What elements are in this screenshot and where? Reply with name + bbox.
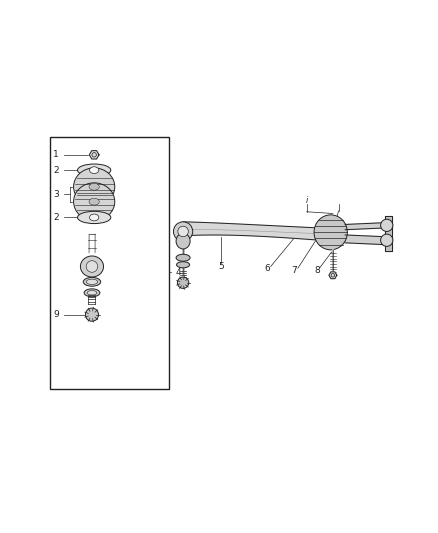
Ellipse shape [178,226,188,237]
Ellipse shape [89,214,99,221]
Ellipse shape [89,167,99,174]
Text: 5: 5 [218,262,224,271]
Ellipse shape [87,290,97,295]
Text: 2: 2 [53,166,59,175]
Ellipse shape [314,215,347,250]
Circle shape [85,308,99,321]
Polygon shape [385,216,392,251]
Circle shape [381,234,393,246]
Polygon shape [345,235,385,245]
Text: 8: 8 [314,266,321,275]
Bar [50,138,169,389]
Ellipse shape [78,164,111,176]
Ellipse shape [89,198,99,205]
Text: 9: 9 [53,310,59,319]
Text: 1: 1 [53,150,59,159]
Text: 4: 4 [175,268,181,277]
Ellipse shape [176,233,190,249]
Ellipse shape [173,222,193,241]
Circle shape [381,219,393,231]
Ellipse shape [83,278,101,286]
Text: 3: 3 [53,190,59,199]
Ellipse shape [86,261,98,272]
Polygon shape [89,151,99,159]
Text: 2: 2 [53,213,59,222]
Ellipse shape [74,183,115,221]
Polygon shape [345,223,385,230]
Circle shape [177,277,189,288]
Ellipse shape [86,279,98,285]
Ellipse shape [81,256,103,277]
Ellipse shape [84,289,100,297]
Ellipse shape [176,254,190,261]
Ellipse shape [74,168,115,206]
Ellipse shape [78,211,111,223]
Text: 7: 7 [291,266,297,276]
Ellipse shape [177,262,190,268]
Polygon shape [329,272,337,279]
Text: 6: 6 [264,264,270,273]
Polygon shape [183,222,320,240]
Ellipse shape [89,183,99,190]
Text: i: i [305,196,308,205]
